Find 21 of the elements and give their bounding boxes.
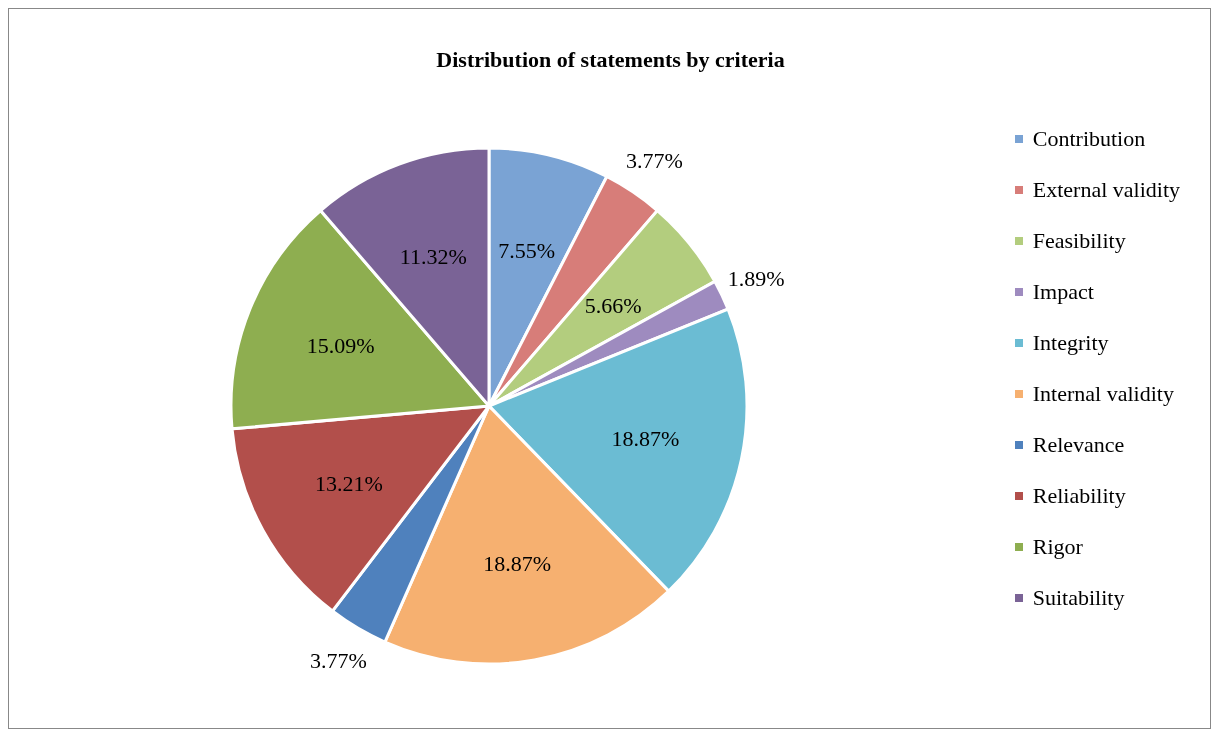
data-label: 3.77% [309,648,367,674]
legend-label: External validity [1032,177,1180,203]
legend-label: Integrity [1032,330,1109,356]
legend-label: Rigor [1032,534,1083,560]
chart-title: Distribution of statements by criteria [435,47,786,73]
legend-label: Impact [1032,279,1094,305]
data-label: 11.32% [399,243,467,269]
data-label: 5.66% [584,292,642,318]
legend-label: Reliability [1032,483,1126,509]
legend-label: Suitability [1032,585,1125,611]
data-label: 7.55% [498,238,555,264]
legend-label: Contribution [1032,126,1146,152]
data-label: 1.89% [727,266,785,292]
legend-label: Internal validity [1032,381,1174,407]
data-label: 18.87% [611,426,680,452]
data-label: 15.09% [306,333,375,359]
data-label: 13.21% [314,470,383,496]
legend-label: Relevance [1032,432,1125,458]
data-label: 18.87% [483,550,552,576]
data-label: 3.77% [625,148,683,174]
legend-label: Feasibility [1032,228,1126,254]
